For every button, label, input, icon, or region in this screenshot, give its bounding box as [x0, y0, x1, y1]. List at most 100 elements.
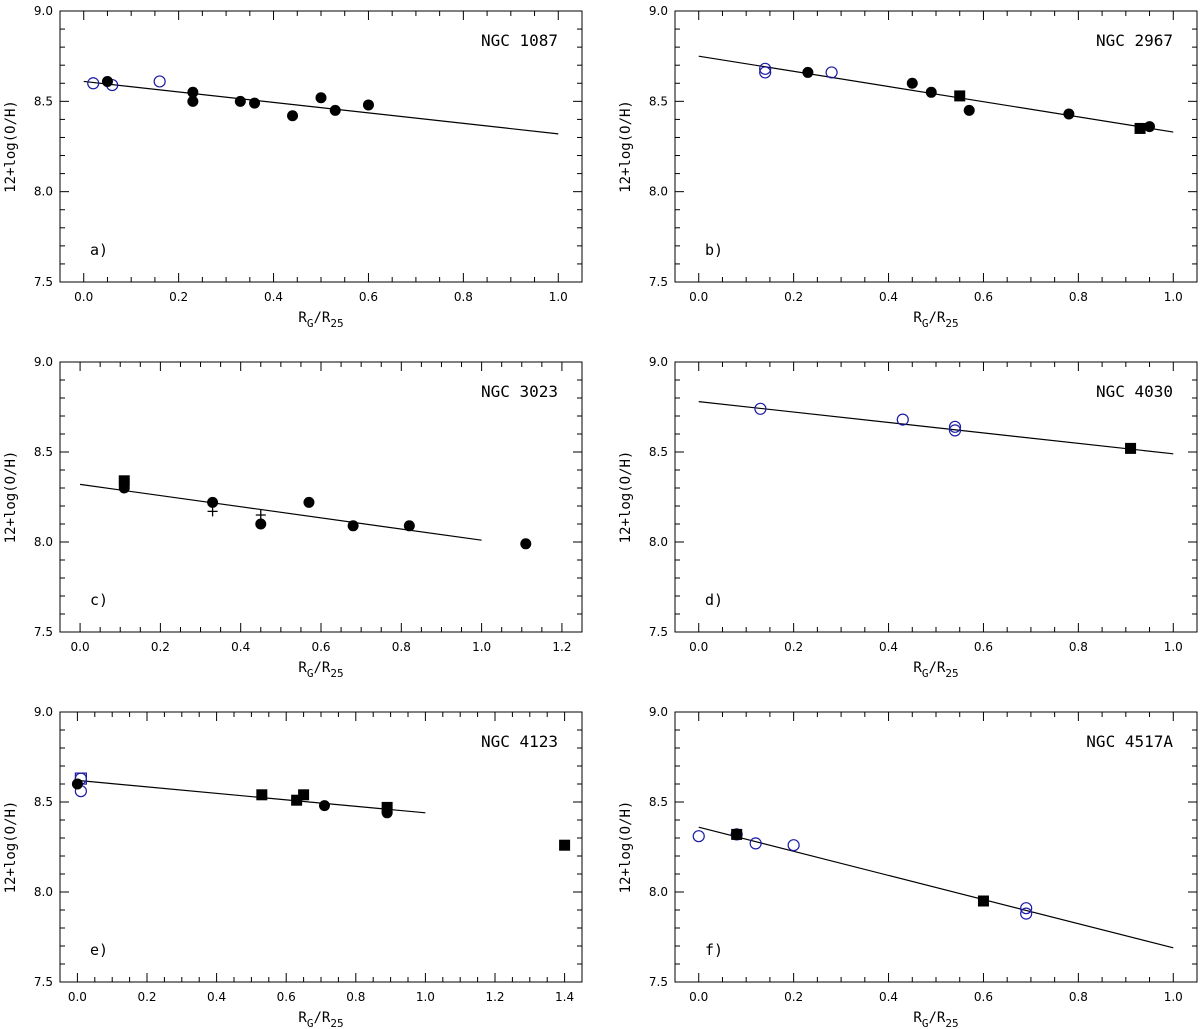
- y-tick-label: 7.5: [34, 625, 53, 639]
- open-circle-point: [754, 402, 767, 415]
- filled-square-point: [291, 794, 303, 806]
- x-tick-label: 0.0: [71, 640, 90, 654]
- filled-circle-point: [249, 97, 261, 109]
- y-tick-label: 7.5: [649, 625, 668, 639]
- x-tick-label: 0.4: [879, 640, 898, 654]
- filled-circle-point: [1144, 121, 1156, 133]
- open-circle-point: [948, 420, 962, 433]
- open-circle-point: [1020, 902, 1033, 915]
- y-tick-label: 8.0: [34, 535, 53, 549]
- galaxy-title: NGC 1087: [481, 31, 558, 50]
- y-tick-label: 8.0: [34, 885, 53, 899]
- x-tick-label: 0.6: [359, 290, 378, 304]
- open-circle-point: [153, 75, 166, 88]
- y-axis-label: 12+log(O/H): [3, 451, 19, 544]
- filled-circle-point: [347, 520, 359, 532]
- x-tick-label: 0.4: [879, 990, 898, 1004]
- x-tick-label: 1.0: [1164, 290, 1183, 304]
- panel-f: 0.0 0.2 0.4 0.6 0.8 1.0 7.5 8.0 8.5 9.0 RG/R25 12+l…: [618, 705, 1198, 1029]
- x-tick-label: 0.4: [879, 290, 898, 304]
- panel-d: 0.0 0.2 0.4 0.6 0.8 1.0 7.5 8.0 8.5 9.0 RG/R25 12+l…: [618, 355, 1198, 680]
- filled-square-point: [731, 828, 743, 840]
- x-tick-label: 0.2: [784, 290, 803, 304]
- filled-circle-point: [71, 778, 83, 790]
- x-tick-label: 0.8: [346, 990, 365, 1004]
- linear-fit-line: [698, 826, 1174, 949]
- filled-circle-point: [906, 77, 918, 89]
- y-tick-label: 9.0: [34, 4, 53, 18]
- panel-letter: e): [90, 941, 108, 959]
- plot-frame: [674, 711, 1198, 983]
- x-tick-label: 1.0: [1164, 990, 1183, 1004]
- linear-fit-line: [83, 80, 559, 135]
- galaxy-title: NGC 4517A: [1086, 732, 1173, 751]
- filled-square-point: [559, 839, 571, 851]
- x-tick-label: 0.2: [137, 990, 156, 1004]
- filled-square-point: [381, 801, 393, 813]
- open-circle-point: [896, 413, 909, 426]
- y-axis-label: 12+log(O/H): [618, 100, 634, 193]
- panel-letter: f): [705, 941, 723, 959]
- panel-a: 0.0 0.2 0.4 0.6 0.8 1.0 7.5 8.0 8.5 9.0 RG/R25 12+l…: [3, 4, 583, 330]
- x-axis-label: RG/R25: [913, 660, 958, 680]
- y-tick-label: 8.5: [34, 94, 53, 108]
- x-tick-label: 0.6: [311, 640, 330, 654]
- filled-square-point: [1134, 122, 1146, 134]
- open-circle-point: [87, 77, 100, 90]
- x-tick-label: 0.6: [974, 290, 993, 304]
- x-tick-label: 0.0: [689, 640, 708, 654]
- filled-circle-point: [207, 496, 219, 508]
- filled-square-point: [118, 475, 130, 487]
- filled-circle-point: [925, 86, 937, 98]
- x-tick-label: 0.4: [264, 290, 283, 304]
- open-circle-point: [825, 66, 838, 79]
- filled-circle-point: [255, 518, 267, 530]
- y-tick-label: 8.5: [649, 445, 668, 459]
- y-tick-label: 9.0: [34, 705, 53, 719]
- filled-square-point: [977, 895, 989, 907]
- y-tick-label: 7.5: [34, 275, 53, 289]
- panel-e: 0.0 0.2 0.4 0.6 0.8 1.0 1.2 1.4 7.5 8.0 8.5 9.0 RG/R…: [3, 705, 583, 1029]
- filled-square-point: [1125, 442, 1137, 454]
- x-tick-label: 0.0: [689, 990, 708, 1004]
- panel-letter: d): [705, 591, 723, 609]
- filled-square-point: [954, 90, 966, 102]
- y-tick-label: 8.0: [649, 885, 668, 899]
- open-circle-point: [1020, 907, 1033, 920]
- plot-frame: [674, 361, 1198, 633]
- filled-circle-point: [1063, 108, 1075, 120]
- x-tick-label: 0.2: [169, 290, 188, 304]
- filled-circle-point: [318, 800, 330, 812]
- x-tick-label: 0.0: [68, 990, 87, 1004]
- x-tick-label: 0.0: [74, 290, 93, 304]
- panel-b: 0.0 0.2 0.4 0.6 0.8 1.0 7.5 8.0 8.5 9.0 RG/R25 12+l…: [618, 4, 1198, 330]
- x-tick-label: 1.0: [1164, 640, 1183, 654]
- panel-letter: c): [90, 591, 108, 609]
- open-circle-point: [787, 839, 800, 852]
- open-circle-point: [948, 424, 962, 437]
- open-circle-point: [692, 830, 705, 843]
- filled-circle-point: [315, 92, 327, 104]
- x-tick-label: 0.2: [784, 640, 803, 654]
- plot-frame: [59, 711, 583, 983]
- x-tick-label: 0.8: [1069, 640, 1088, 654]
- y-tick-label: 8.5: [649, 795, 668, 809]
- y-axis-label: 12+log(O/H): [618, 451, 634, 544]
- y-tick-label: 7.5: [34, 975, 53, 989]
- y-tick-label: 9.0: [34, 355, 53, 369]
- plot-frame: [674, 10, 1198, 283]
- filled-circle-point: [303, 496, 315, 508]
- y-tick-label: 8.0: [649, 535, 668, 549]
- x-tick-label: 0.6: [974, 990, 993, 1004]
- y-tick-label: 9.0: [649, 705, 668, 719]
- y-tick-label: 7.5: [649, 975, 668, 989]
- filled-circle-point: [403, 520, 415, 532]
- y-tick-label: 8.5: [34, 445, 53, 459]
- filled-square-point: [298, 789, 310, 801]
- x-tick-label: 1.0: [416, 990, 435, 1004]
- y-tick-label: 8.5: [649, 94, 668, 108]
- open-circle-point: [749, 837, 762, 850]
- filled-circle-point: [329, 104, 341, 116]
- open-circle-point: [759, 66, 772, 79]
